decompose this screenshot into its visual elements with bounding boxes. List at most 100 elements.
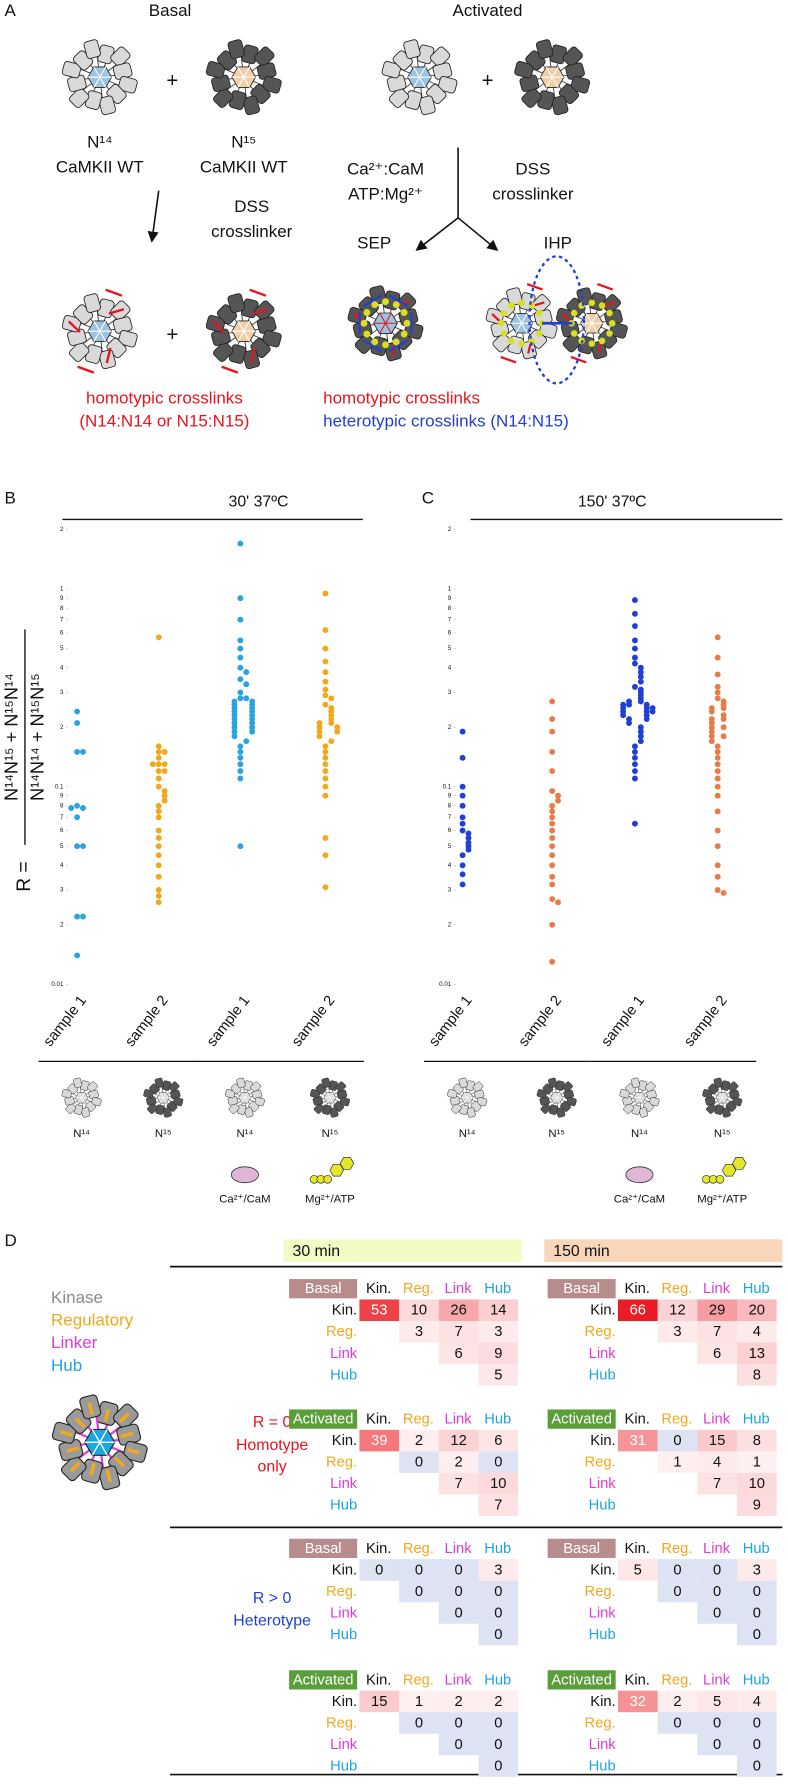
condition-bg [547, 1279, 616, 1299]
cell [697, 1451, 737, 1473]
x-tick-label: sample 2 [681, 993, 730, 1050]
cell [657, 1451, 698, 1473]
linker [518, 303, 521, 315]
data-point [637, 698, 644, 705]
data-point [155, 892, 162, 899]
data-point [714, 887, 721, 893]
column-header: Hub [484, 1412, 511, 1428]
column-header: Kin. [366, 1672, 391, 1688]
data-point [720, 889, 727, 896]
y-tick-label: 0.1 [443, 783, 452, 790]
line [457, 217, 499, 251]
chart-title: 150' 37ºC [578, 494, 647, 511]
domain [242, 95, 260, 116]
domain [713, 1077, 723, 1089]
data-point [549, 808, 556, 815]
data-point [322, 761, 329, 768]
crosslink [221, 365, 239, 374]
data-point [237, 616, 244, 623]
domain [536, 1089, 548, 1099]
column-header: Kin. [625, 1541, 650, 1557]
legend-item: Regulatory [51, 1310, 134, 1329]
hub-line [545, 66, 559, 88]
caption: (N14:N14 or N15:N15) [79, 411, 249, 430]
cell [657, 1429, 698, 1452]
data-point [237, 775, 244, 782]
y-tick-label: 4 [448, 664, 452, 671]
data-point [549, 921, 556, 928]
cell [736, 1472, 777, 1495]
cell-value: 3 [415, 1324, 423, 1340]
y-tick-label: 9 [448, 595, 452, 602]
x-tick-label: sample 2 [289, 993, 338, 1050]
atp-icon [732, 1157, 747, 1170]
holoenzyme [555, 282, 628, 364]
domain [329, 1107, 339, 1118]
data-point [155, 634, 162, 641]
cofactor [360, 319, 368, 327]
data-point [80, 843, 86, 850]
data-point [155, 768, 162, 774]
row-header: Link [330, 1605, 358, 1621]
data-point [549, 881, 556, 888]
cell-value: 0 [753, 1715, 761, 1731]
crosslink [108, 308, 125, 315]
data-point [74, 802, 81, 809]
cell [438, 1321, 479, 1343]
data-point [459, 814, 466, 821]
domain [154, 1077, 164, 1089]
data-point [334, 728, 341, 735]
cofactor [400, 330, 408, 338]
data-point [328, 738, 335, 745]
atp-icon [715, 1174, 725, 1184]
y-tick-label: 2 [60, 921, 64, 928]
y-tick-label: 6 [60, 630, 64, 637]
crosslink [105, 288, 123, 297]
data-point [459, 783, 466, 790]
domain [548, 1077, 558, 1089]
domain [566, 1097, 577, 1107]
cell [399, 1712, 439, 1734]
data-point [708, 720, 715, 726]
data-point [549, 728, 556, 735]
data-point [555, 899, 562, 906]
y-label-numerator: N¹⁴N¹⁵ + N¹⁵N¹⁴ [1, 673, 21, 801]
domain [118, 76, 138, 94]
cell-value: 0 [494, 1758, 502, 1774]
label: IHP [544, 233, 572, 252]
cell [697, 1580, 737, 1603]
data-point [74, 913, 81, 920]
cam-icon [230, 1166, 259, 1184]
data-point [549, 835, 556, 841]
cell [438, 1712, 479, 1734]
row-header: Kin. [590, 1562, 615, 1578]
cell [359, 1559, 400, 1581]
cell-value: 4 [713, 1455, 721, 1471]
holoenzyme [381, 39, 458, 116]
crosslink [597, 282, 614, 291]
data-point [316, 720, 323, 726]
cell [399, 1690, 439, 1713]
data-point [631, 623, 638, 630]
condition-label: Activated [551, 1672, 612, 1688]
domain [447, 1089, 458, 1099]
linker [637, 1086, 640, 1093]
cofactor [363, 330, 371, 338]
hub-line [636, 1092, 643, 1104]
cell-value: 20 [749, 1303, 765, 1319]
domain [205, 60, 226, 79]
x-tick-label: sample 1 [204, 993, 253, 1050]
data-point [155, 754, 162, 761]
data-point [549, 843, 556, 850]
cofactor [403, 319, 411, 327]
y-tick-label: 0.01 [51, 981, 64, 988]
cofactor [518, 340, 525, 347]
data-point [631, 743, 638, 750]
data-point [631, 645, 638, 652]
data-point [80, 748, 86, 755]
data-point [322, 743, 329, 750]
y-tick-label: 2 [60, 526, 64, 533]
cell-value: 0 [673, 1584, 681, 1600]
data-point [316, 724, 323, 731]
data-point [322, 590, 329, 597]
